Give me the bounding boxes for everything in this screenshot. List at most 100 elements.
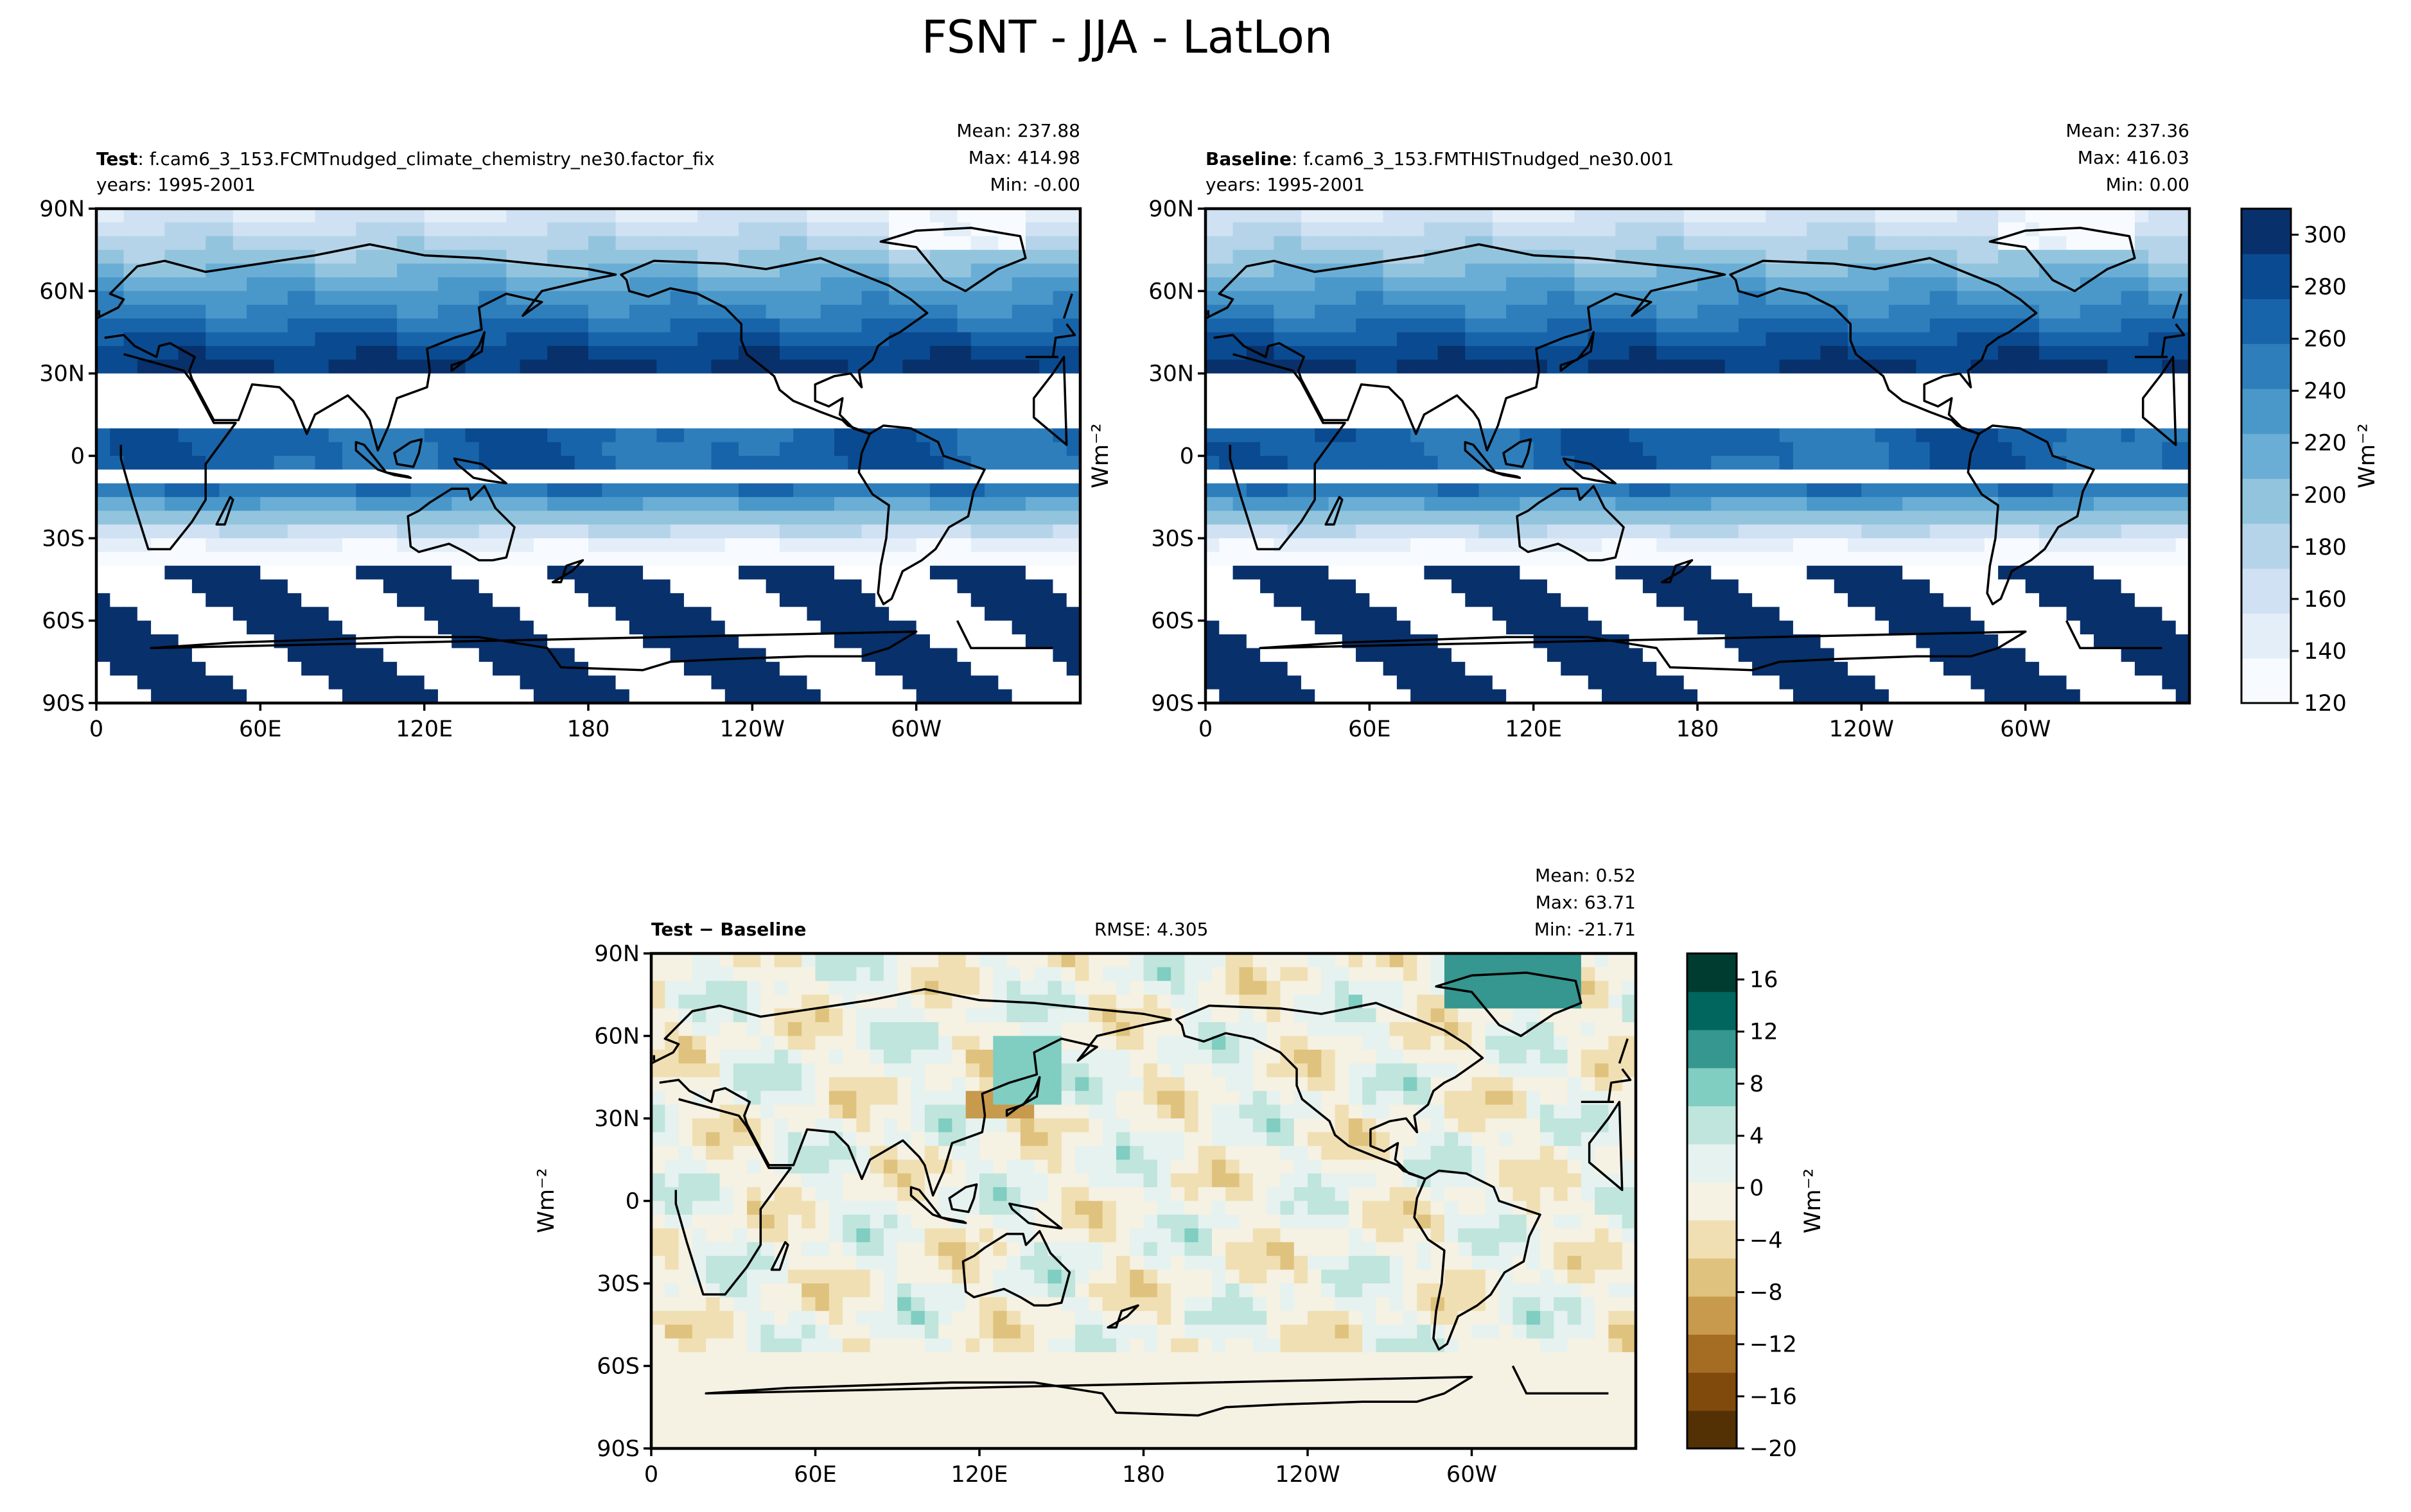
field-cell [889, 442, 904, 456]
field-cell [1053, 593, 1067, 608]
field-cell [1410, 607, 1425, 621]
field-cell [1766, 469, 1780, 484]
field-cell [1039, 661, 1054, 677]
field-cell [670, 538, 685, 553]
field-cell [697, 332, 712, 347]
field-cell [739, 428, 753, 443]
field-cell [861, 387, 876, 402]
field-cell [1039, 360, 1054, 374]
field-cell [711, 332, 726, 347]
field-cell [1602, 510, 1617, 525]
field-cell [424, 209, 439, 223]
field-cell [1561, 593, 1575, 608]
field-cell [1274, 304, 1288, 319]
field-cell [1779, 222, 1794, 237]
field-cell [1683, 620, 1698, 635]
field-cell [861, 510, 876, 525]
field-cell [574, 607, 589, 621]
field-cell [1697, 373, 1712, 388]
field-cell [1356, 648, 1371, 663]
field-cell [970, 566, 985, 580]
field-cell [1752, 469, 1767, 484]
field-cell [2053, 538, 2067, 553]
field-cell [1039, 456, 1054, 471]
field-cell [1929, 510, 1944, 525]
field-cell [1369, 401, 1384, 415]
field-cell [2025, 607, 2040, 621]
field-cell [1984, 360, 1999, 374]
field-cell [1711, 387, 1726, 402]
field-cell [547, 332, 562, 347]
field-cell [1206, 620, 1220, 635]
field-cell [520, 510, 534, 525]
field-cell [1629, 483, 1644, 498]
field-cell [656, 373, 671, 388]
field-cell [437, 277, 453, 292]
field-cell [1848, 414, 1863, 430]
field-cell [301, 209, 316, 223]
field-cell [1588, 304, 1602, 319]
field-cell [465, 648, 480, 663]
field-cell [123, 236, 138, 250]
field-cell [1875, 222, 1889, 237]
field-cell [2053, 566, 2067, 580]
field-cell [1369, 277, 1384, 292]
field-cell [916, 661, 931, 677]
field-cell [342, 442, 357, 456]
field-cell [1848, 620, 1863, 635]
field-cell [1492, 538, 1507, 553]
field-cell [1642, 373, 1657, 388]
field-cell [137, 607, 152, 621]
field-cell [861, 373, 876, 388]
field-cell [1066, 579, 1080, 594]
field-cell [724, 222, 739, 237]
field-cell [985, 497, 999, 512]
field-cell [493, 661, 507, 677]
field-cell [1683, 360, 1698, 374]
field-cell [793, 497, 808, 512]
field-cell [465, 387, 480, 402]
field-cell [533, 236, 548, 250]
field-cell [110, 360, 125, 374]
field-cell [1670, 236, 1685, 250]
field-cell [397, 497, 412, 512]
field-cell [1410, 387, 1425, 402]
field-cell [1875, 442, 1889, 456]
field-cell [260, 304, 275, 319]
field-cell [506, 689, 521, 703]
field-cell [1916, 414, 1931, 430]
field-cell [779, 318, 794, 333]
field-cell [943, 497, 958, 512]
field-cell [985, 360, 999, 374]
field-cell [1888, 263, 1903, 278]
field-cell [452, 538, 466, 553]
field-cell [1957, 442, 1972, 456]
field-cell [1711, 332, 1726, 347]
field-cell [902, 675, 917, 690]
field-cell [342, 607, 357, 621]
field-cell [985, 304, 999, 319]
field-cell [2066, 607, 2081, 621]
field-cell [1916, 620, 1931, 635]
field-cell [1670, 250, 1685, 265]
field-cell [1793, 209, 1808, 223]
field-cell [547, 345, 562, 361]
field-cell [1533, 442, 1548, 456]
field-cell [602, 689, 617, 703]
field-cell [506, 332, 521, 347]
field-cell [1875, 510, 1889, 525]
field-cell [2038, 387, 2054, 402]
field-cell [1943, 566, 1958, 580]
field-cell [1642, 263, 1657, 278]
field-cell [1848, 593, 1863, 608]
field-cell [820, 552, 835, 566]
field-cell [1916, 263, 1931, 278]
field-cell [670, 291, 685, 306]
field-cell [424, 552, 439, 566]
field-cell [1492, 277, 1507, 292]
field-cell [1683, 263, 1698, 278]
field-cell [1902, 387, 1917, 402]
field-cell [410, 263, 425, 278]
field-cell [232, 291, 247, 306]
field-cell [2162, 456, 2177, 471]
